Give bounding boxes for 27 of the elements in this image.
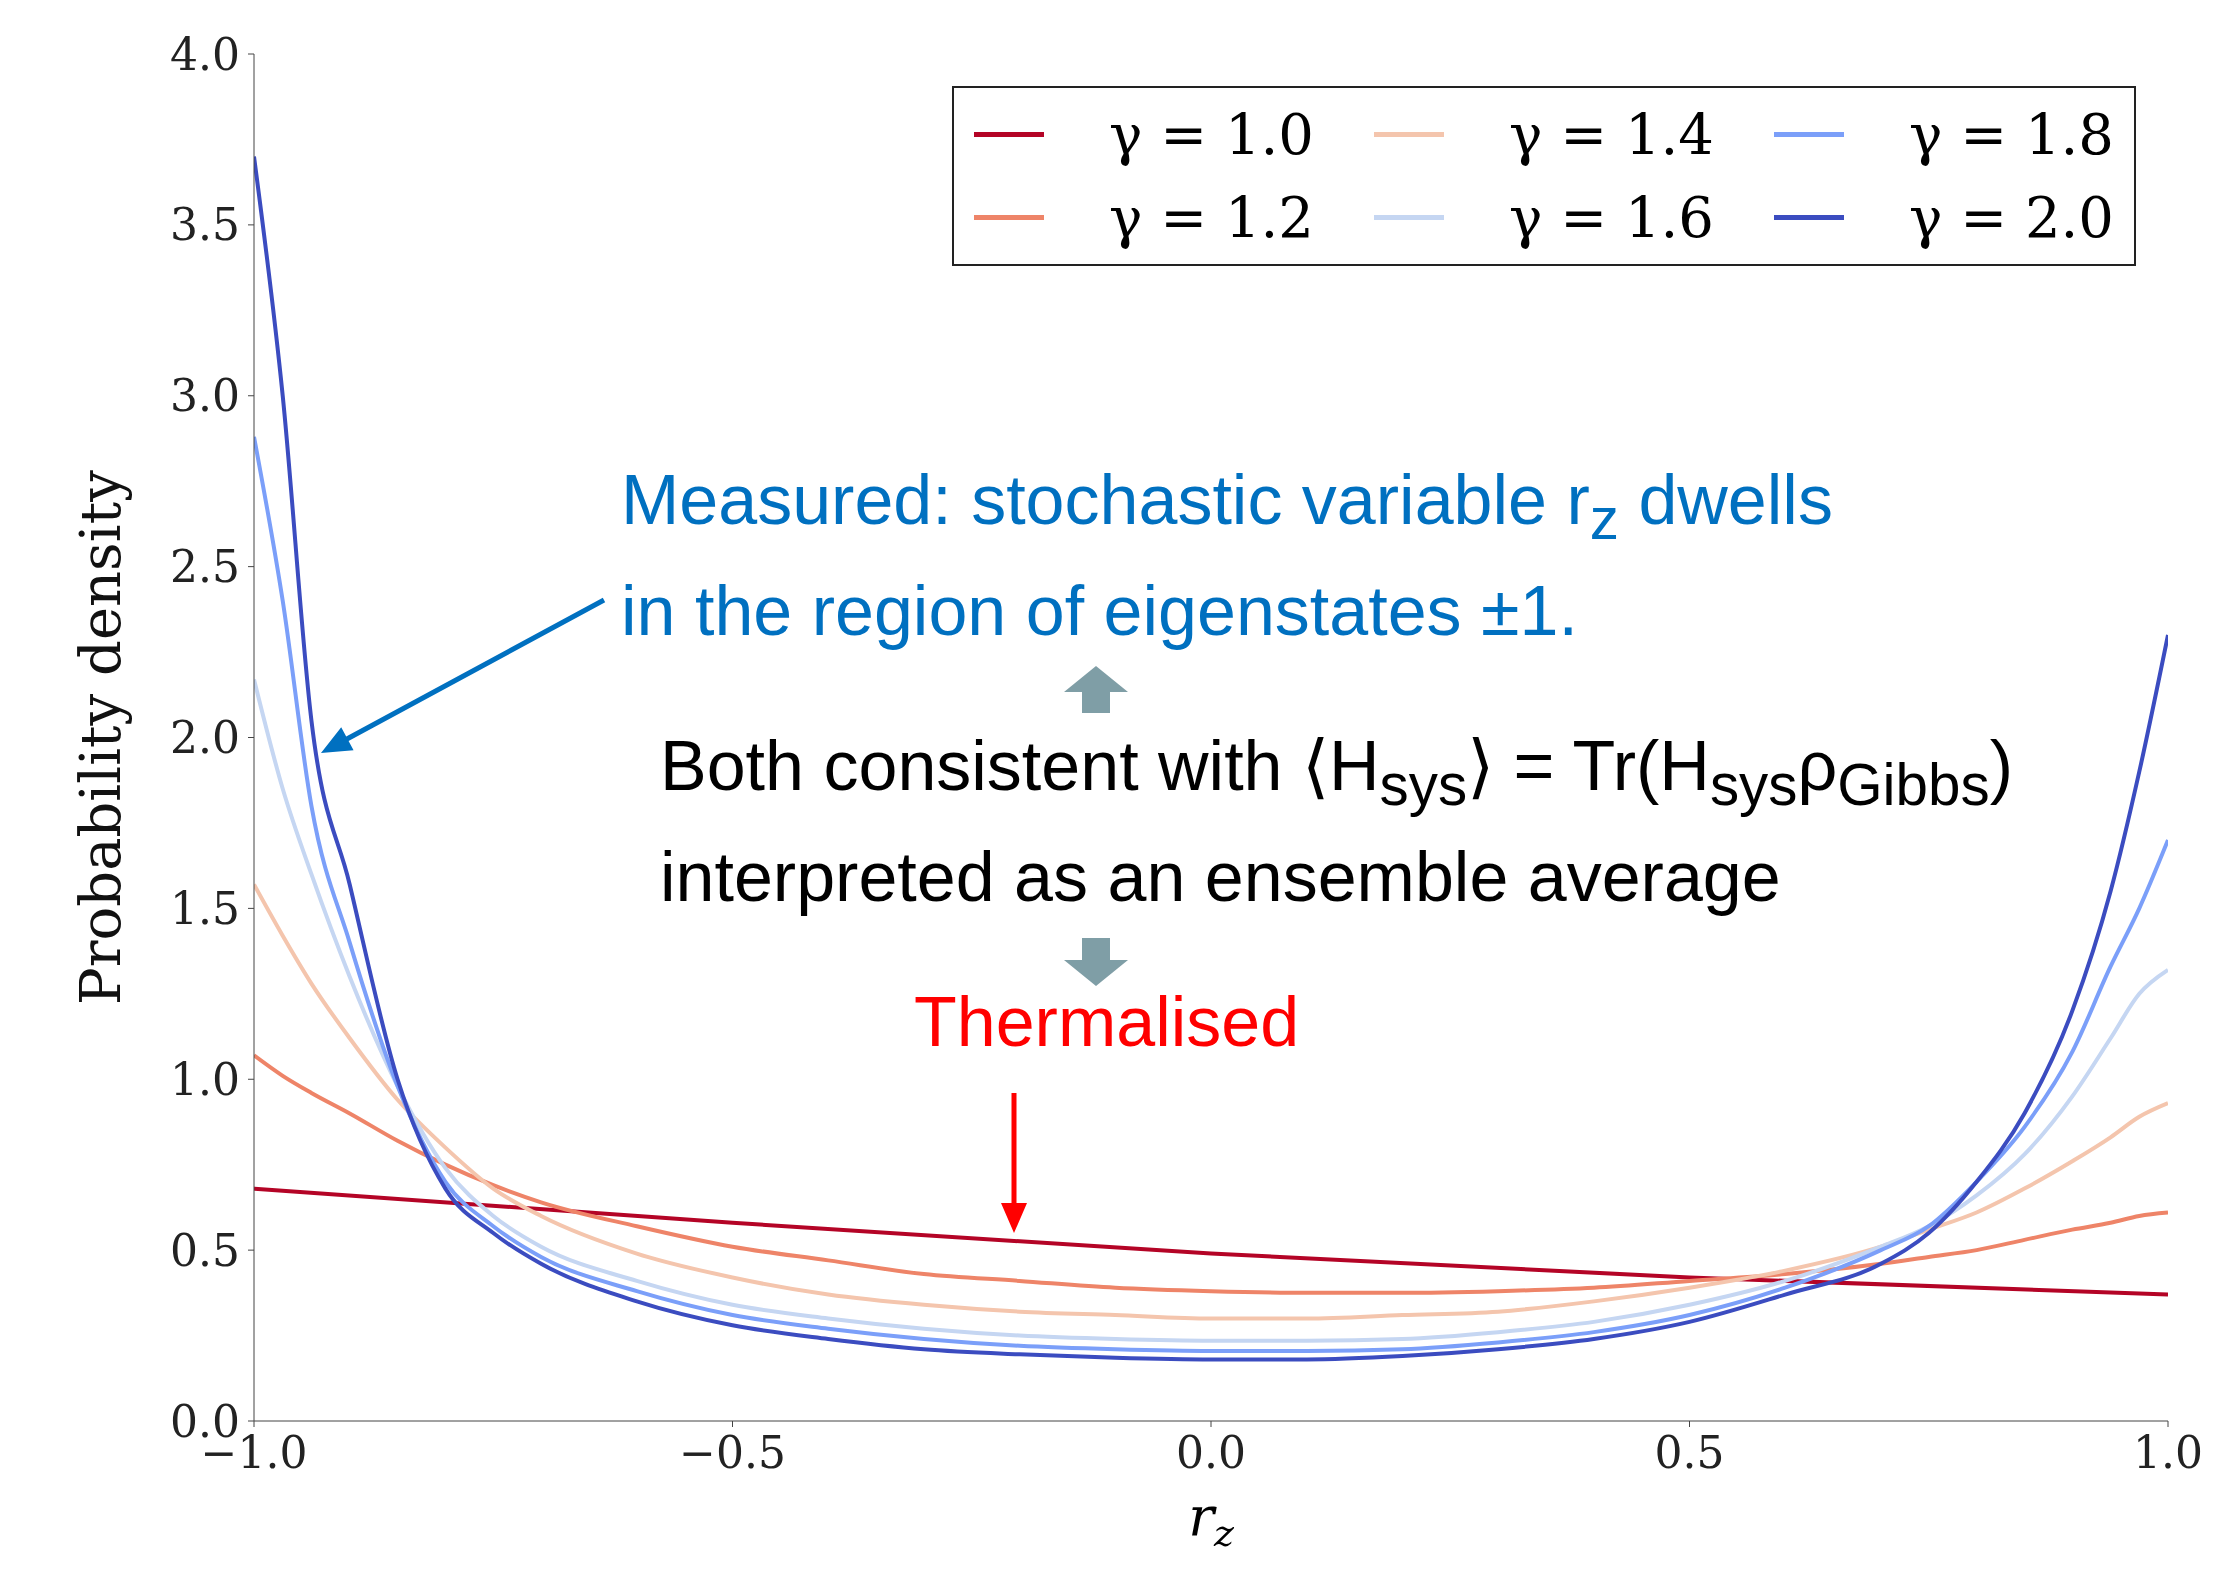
line-series (254, 1186, 2168, 1297)
line-series (254, 1053, 2168, 1295)
legend-label: γ = 1.0 (1107, 102, 1314, 167)
y-tick-label: 3.0 (170, 370, 240, 422)
y-tick-label: 2.5 (170, 541, 240, 593)
annotation: Thermalised (914, 982, 1301, 1063)
legend-label: γ = 2.0 (1907, 185, 2114, 250)
y-tick-label: 1.0 (170, 1053, 240, 1105)
y-tick-label: 3.5 (170, 199, 240, 251)
legend-label: γ = 1.8 (1907, 102, 2114, 167)
y-tick-label: 0.5 (170, 1224, 240, 1276)
legend-label: γ = 1.2 (1107, 185, 1314, 250)
y-axis-title: Probability density (67, 469, 133, 1005)
x-tick-label: −0.5 (679, 1427, 786, 1479)
legend-label: γ = 1.4 (1507, 102, 1714, 167)
line-series (254, 434, 2168, 1353)
x-tick-label: 0.0 (1176, 1427, 1246, 1479)
x-axis-title: r$_{z}$ (1188, 1485, 1235, 1556)
x-tick-label: 1.0 (2133, 1427, 2203, 1479)
y-tick-label: 1.5 (170, 882, 240, 934)
y-tick-label: 2.0 (170, 712, 240, 764)
y-tick-label: 4.0 (170, 28, 240, 80)
annotation: Measured: stochastic variable r$_{z}$ dwells in the region of eigenstates ±1. (621, 460, 1834, 652)
line-series (254, 677, 2168, 1343)
text: Both consistent with ⟨H$_{sys}$⟩ = Tr(H$_{sys}$ρ$_{Gibbs}$) interpreted as an ensemble average (660, 727, 2013, 916)
legend-label: γ = 1.6 (1507, 185, 1714, 250)
x-tick-label: 0.5 (1654, 1427, 1725, 1479)
